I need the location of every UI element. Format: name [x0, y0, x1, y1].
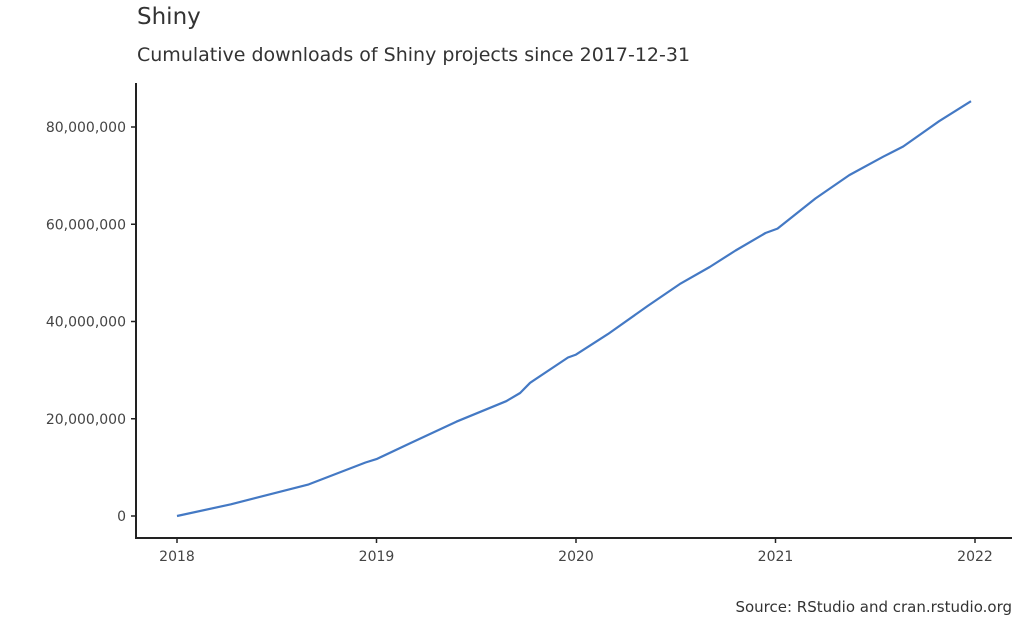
x-tick-label: 2021 — [758, 549, 794, 565]
x-tick-label: 2020 — [558, 549, 594, 565]
x-tick-label: 2022 — [957, 549, 993, 565]
y-tick-label: 0 — [117, 509, 126, 525]
y-tick-label: 40,000,000 — [46, 315, 126, 331]
y-tick-label: 20,000,000 — [46, 412, 126, 428]
x-tick-label: 2019 — [359, 549, 395, 565]
series-line — [176, 100, 972, 518]
y-tick-label: 60,000,000 — [46, 217, 126, 233]
chart-title: Shiny — [137, 4, 201, 30]
chart-subtitle: Cumulative downloads of Shiny projects s… — [137, 44, 691, 66]
x-tick-label: 2018 — [159, 549, 195, 565]
y-tick-label: 80,000,000 — [46, 120, 126, 136]
chart-caption: Source: RStudio and cran.rstudio.org — [735, 598, 1012, 616]
